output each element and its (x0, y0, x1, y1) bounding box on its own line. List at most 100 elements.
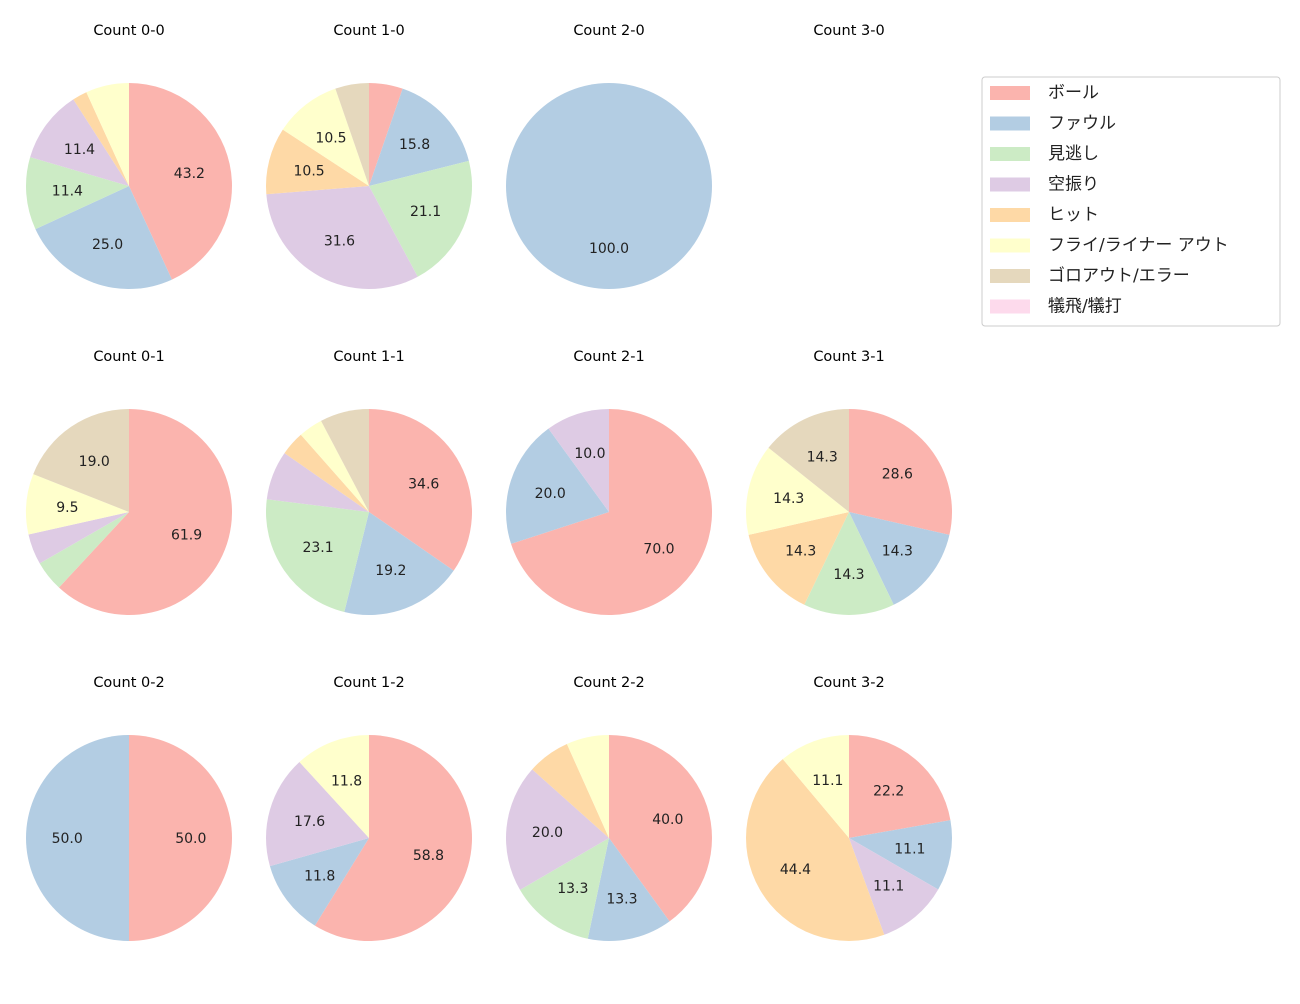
legend-label: 空振り (1048, 175, 1099, 195)
pie-title: Count 0-2 (93, 675, 164, 691)
slice-label: 10.5 (294, 164, 325, 180)
slice-label: 11.8 (331, 773, 362, 789)
slice-label: 14.3 (833, 567, 864, 583)
slice-label: 20.0 (535, 486, 566, 502)
pie-slice-1 (369, 88, 469, 186)
legend-swatch (990, 269, 1030, 283)
pie-count-1-1: Count 1-1 34.6 19.2 23.1 (266, 349, 472, 615)
pie-slice-0 (849, 735, 951, 838)
pie-slice-3 (505, 769, 609, 890)
slice-label: 31.6 (324, 233, 355, 249)
slice-label: 21.1 (410, 204, 441, 220)
pie-slice-4 (73, 92, 129, 186)
legend-label: ボール (1048, 83, 1099, 103)
slice-label: 40.0 (652, 812, 683, 828)
pie-title: Count 0-0 (93, 23, 164, 39)
pie-slice-0 (369, 409, 472, 571)
legend-swatch (990, 238, 1030, 253)
pie-title: Count 1-0 (333, 23, 404, 39)
pie-slice-1 (26, 735, 129, 941)
pie-slice-4 (532, 743, 609, 838)
pie-slice-3 (266, 453, 369, 512)
legend-label: 犠飛/犠打 (1048, 297, 1122, 317)
pie-count-3-1: Count 3-1 28.6 14.3 14.3 14.3 14.3 14.3 (746, 349, 952, 616)
pie-title: Count 3-0 (813, 23, 884, 39)
slice-label: 11.4 (64, 142, 95, 158)
slice-label: 11.1 (812, 773, 843, 789)
pie-slice-5 (282, 88, 369, 186)
legend-label: ゴロアウト/エラー (1048, 265, 1190, 286)
pie-title: Count 1-1 (333, 349, 404, 365)
pie-slice-6 (321, 409, 369, 512)
pie-slice-0 (129, 735, 232, 941)
pie-count-1-2: Count 1-2 58.8 11.8 17.6 11.8 (266, 675, 473, 941)
legend-label: ファウル (1048, 114, 1116, 134)
slice-label: 58.8 (413, 848, 444, 864)
slice-label: 34.6 (408, 476, 439, 492)
pie-slice-4 (266, 129, 369, 195)
slice-label: 13.3 (557, 881, 588, 897)
legend-swatch (990, 116, 1030, 131)
slice-label: 44.4 (780, 862, 811, 878)
slice-label: 15.8 (399, 137, 430, 153)
slice-label: 100.0 (589, 241, 629, 257)
pie-slice-0 (314, 735, 473, 941)
slice-label: 10.5 (315, 130, 346, 146)
pie-title: Count 1-2 (333, 675, 404, 691)
pie-slice-4 (748, 512, 849, 605)
slice-label: 61.9 (171, 528, 202, 544)
pie-slice-2 (804, 512, 894, 616)
pie-slice-2 (266, 499, 369, 612)
slice-label: 10.0 (574, 446, 605, 462)
pie-slice-4 (745, 759, 885, 941)
pie-slice-1 (506, 428, 609, 544)
pie-slice-6 (33, 409, 130, 512)
pie-title: Count 2-1 (573, 349, 644, 365)
pie-slice-2 (520, 838, 609, 939)
pie-slice-0 (849, 409, 952, 535)
pie-slice-5 (566, 735, 609, 838)
pie-slice-0 (369, 83, 403, 186)
pie-slice-3 (28, 512, 129, 564)
pie-count-0-0: Count 0-0 43.2 25.0 11.4 11.4 (25, 23, 233, 290)
pie-slice-5 (299, 735, 369, 838)
pie-slice-5 (300, 420, 369, 512)
pie-slice-1 (269, 838, 369, 926)
legend-swatch (990, 86, 1030, 100)
pie-count-3-2: Count 3-2 22.2 11.1 11.1 44.4 11.1 (745, 675, 952, 941)
pie-slice-1 (344, 512, 454, 615)
pie-count-3-0: Count 3-0 (813, 23, 884, 39)
slice-label: 14.3 (773, 491, 804, 507)
slice-label: 19.0 (79, 454, 110, 470)
pie-slice-2 (39, 512, 129, 588)
slice-label: 70.0 (643, 541, 674, 557)
pie-slice-6 (768, 409, 849, 512)
pie-title: Count 0-1 (93, 349, 164, 365)
pie-slice-4 (284, 434, 369, 512)
slice-label: 14.3 (807, 449, 838, 465)
pie-count-0-2: Count 0-2 50.0 50.0 (26, 675, 232, 941)
slice-label: 25.0 (92, 237, 123, 253)
pie-count-1-0: Count 1-0 15.8 21.1 31.6 10.5 10.5 (266, 23, 472, 289)
pie-title: Count 2-2 (573, 675, 644, 691)
pie-slice-1 (849, 820, 952, 890)
slice-label: 50.0 (52, 831, 83, 847)
pie-count-2-0: Count 2-0 100.0 (506, 23, 712, 289)
slice-label: 17.6 (294, 814, 325, 830)
slice-label: 9.5 (56, 500, 78, 516)
legend-swatch (990, 177, 1030, 192)
pie-title: Count 3-1 (813, 349, 884, 365)
pie-slice-5 (86, 83, 129, 186)
pie-slice-3 (266, 186, 418, 289)
pie-slice-6 (335, 83, 369, 186)
slice-label: 20.0 (532, 825, 563, 841)
pie-slice-0 (609, 735, 713, 922)
pie-slice-5 (782, 735, 849, 838)
slice-label: 19.2 (375, 563, 406, 579)
pie-slice-3 (548, 409, 609, 512)
legend-swatch (990, 147, 1030, 161)
pie-title: Count 3-2 (813, 675, 884, 691)
slice-label: 50.0 (175, 831, 206, 847)
